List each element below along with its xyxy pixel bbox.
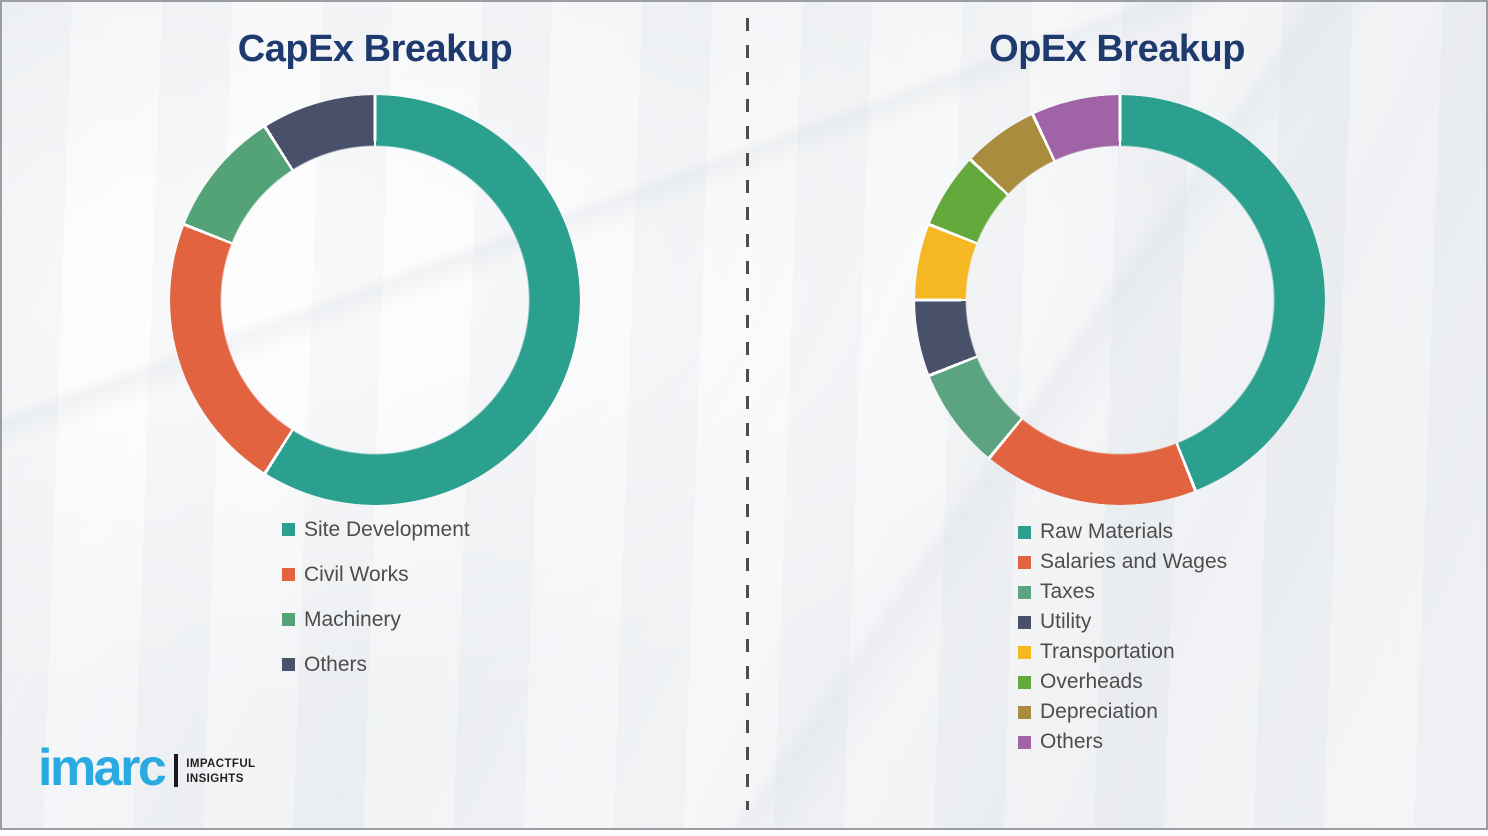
legend-item: Civil Works: [282, 552, 470, 597]
capex-chart-title: CapEx Breakup: [237, 28, 513, 70]
dashed-divider: [746, 18, 749, 810]
legend-label: Others: [1040, 730, 1104, 753]
legend-label: Civil Works: [304, 562, 409, 586]
imarc-logo: imarc IMPACTFUL INSIGHTS: [38, 736, 255, 798]
legend-item: Taxes: [1018, 577, 1227, 607]
legend-label: Utility: [1040, 610, 1092, 633]
legend-label: Machinery: [304, 607, 401, 631]
legend-swatch: [1018, 525, 1031, 539]
legend-swatch: [282, 523, 295, 536]
logo-divider-bar: [174, 754, 179, 787]
logo-tagline: IMPACTFUL INSIGHTS: [186, 757, 255, 787]
legend-item: Others: [1018, 727, 1227, 757]
legend-item: Depreciation: [1018, 697, 1227, 727]
imarc-logo-wordmark: imarc: [38, 739, 167, 798]
logo-tagline-line1: IMPACTFUL: [186, 758, 256, 771]
legend-swatch: [1018, 735, 1031, 749]
legend-swatch: [282, 613, 295, 626]
legend-item: Overheads: [1018, 667, 1227, 697]
legend-swatch: [1018, 705, 1031, 719]
legend-item: Machinery: [282, 597, 470, 642]
opex-legend: Raw Materials Salaries and Wages Taxes Util…: [1018, 517, 1227, 757]
legend-label: Site Development: [304, 517, 470, 541]
legend-label: Depreciation: [1040, 700, 1158, 723]
legend-item: Utility: [1018, 607, 1227, 637]
capex-legend: Site Development Civil Works Machinery Othe…: [282, 507, 470, 687]
legend-swatch: [282, 568, 295, 581]
legend-label: Others: [304, 652, 368, 676]
legend-swatch: [1018, 555, 1031, 569]
legend-label: Taxes: [1040, 580, 1095, 603]
legend-label: Raw Materials: [1040, 520, 1174, 543]
legend-swatch: [282, 658, 295, 671]
legend-item: Transportation: [1018, 637, 1227, 667]
legend-swatch: [1018, 585, 1031, 599]
legend-swatch: [1018, 675, 1031, 689]
legend-swatch: [1018, 645, 1031, 659]
opex-chart-title: OpEx Breakup: [989, 28, 1245, 70]
legend-label: Salaries and Wages: [1040, 550, 1228, 573]
legend-label: Transportation: [1040, 640, 1175, 663]
legend-item: Others: [282, 642, 470, 687]
opex-donut-chart: [915, 95, 1325, 505]
logo-tagline-line2: INSIGHTS: [186, 773, 244, 786]
legend-item: Site Development: [282, 507, 470, 552]
legend-label: Overheads: [1040, 670, 1143, 693]
legend-item: Raw Materials: [1018, 517, 1227, 547]
legend-swatch: [1018, 615, 1031, 629]
legend-item: Salaries and Wages: [1018, 547, 1227, 577]
capex-donut-chart: [170, 95, 580, 505]
